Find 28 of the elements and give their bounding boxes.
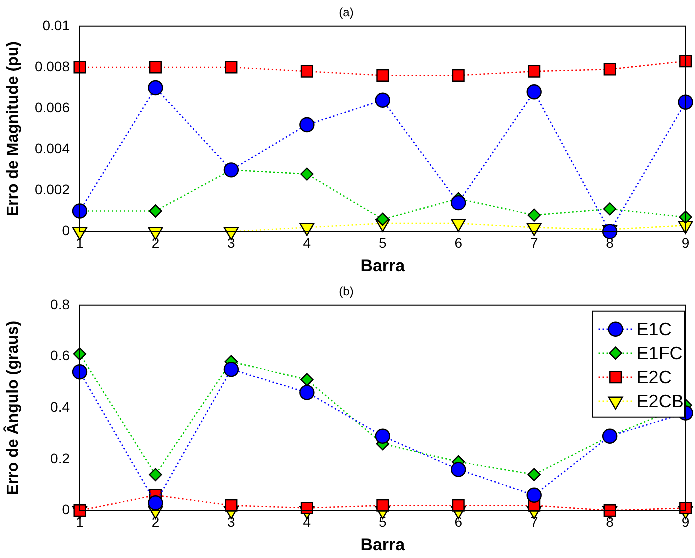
legend-label: E2CB: [636, 391, 684, 412]
y-tick-label: 0: [62, 222, 70, 239]
y-tick-label: 0.2: [50, 450, 70, 466]
x-tick-label: 7: [530, 235, 538, 252]
x-tick-label: 5: [379, 235, 387, 252]
y-tick-label: 0.006: [34, 99, 70, 116]
y-axis-title: Erro de Magnitude (pu): [5, 42, 22, 217]
y-tick-label: 0.004: [34, 140, 70, 156]
x-tick-label: 6: [454, 235, 463, 252]
legend-label: E1C: [636, 319, 672, 340]
x-tick-label: 4: [303, 235, 312, 252]
y-tick-label: 0.4: [50, 398, 70, 415]
y-tick-label: 0: [62, 502, 70, 518]
chart-title: (a): [339, 6, 354, 20]
legend-label: E2C: [636, 367, 672, 388]
y-axis-title: Erro de Ângulo (graus): [3, 320, 22, 496]
x-axis-title: Barra: [360, 535, 406, 554]
x-tick-label: 8: [606, 514, 614, 530]
x-tick-label: 4: [303, 514, 312, 530]
chart-title: (b): [339, 284, 354, 299]
y-tick-label: 0.8: [50, 296, 70, 312]
x-tick-label: 9: [682, 235, 690, 252]
y-tick-label: 0.002: [34, 182, 70, 198]
legend-label: E1FC: [636, 343, 683, 364]
x-axis-title: Barra: [360, 256, 406, 276]
y-tick-label: 0.6: [50, 348, 70, 364]
y-tick-label: 0.01: [42, 17, 70, 34]
y-tick-label: 0.008: [34, 58, 70, 74]
